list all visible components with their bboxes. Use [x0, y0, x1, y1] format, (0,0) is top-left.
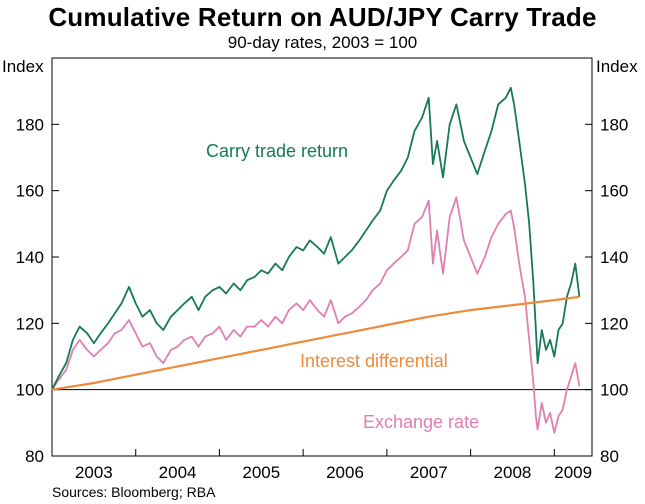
- right-axis-unit: Index: [596, 57, 638, 76]
- axis-tick-labels: 80 80 100 100 120 120 140 140 160 160 180 180 2003 20…: [16, 115, 629, 482]
- x-tick-label-2003: 2003: [75, 463, 113, 482]
- series-line-carry-trade-return: [51, 86, 581, 391]
- x-tick-label-2004: 2004: [159, 463, 197, 482]
- y-tick-label-right-5: 180: [600, 115, 628, 134]
- y-tick-label-right-2: 120: [600, 314, 628, 333]
- y-tick-label-left-3: 140: [16, 248, 44, 267]
- y-tick-label-right-4: 160: [600, 182, 628, 201]
- y-tick-label-left-0: 80: [25, 447, 44, 466]
- x-tick-label-2007: 2007: [410, 463, 448, 482]
- x-tick-label-2008: 2008: [494, 463, 532, 482]
- chart-source: Sources: Bloomberg; RBA: [52, 484, 216, 500]
- series-line-interest-differential: [51, 295, 580, 391]
- x-tick-label-2005: 2005: [242, 463, 280, 482]
- y-tick-label-left-5: 180: [16, 115, 44, 134]
- y-tick-label-left-2: 120: [16, 314, 44, 333]
- series-label-interest-differential: Interest differential: [300, 351, 448, 371]
- series-label-carry-trade-return: Carry trade return: [206, 141, 348, 161]
- chart-title: Cumulative Return on AUD/JPY Carry Trade: [48, 2, 597, 32]
- series-group: [51, 86, 581, 434]
- y-tick-label-left-4: 160: [16, 182, 44, 201]
- y-tick-label-right-0: 80: [600, 447, 619, 466]
- chart-subtitle: 90-day rates, 2003 = 100: [227, 33, 418, 52]
- plot-frame: [51, 57, 593, 457]
- y-tick-label-right-1: 100: [600, 381, 628, 400]
- y-tick-label-right-3: 140: [600, 248, 628, 267]
- series-line-exchange-rate: [51, 196, 581, 434]
- series-label-exchange-rate: Exchange rate: [363, 412, 479, 432]
- left-axis-unit: Index: [2, 57, 44, 76]
- axis-ticks: [52, 123, 592, 457]
- x-tick-label-2006: 2006: [326, 463, 364, 482]
- x-tick-label-2009: 2009: [554, 463, 592, 482]
- y-tick-label-left-1: 100: [16, 381, 44, 400]
